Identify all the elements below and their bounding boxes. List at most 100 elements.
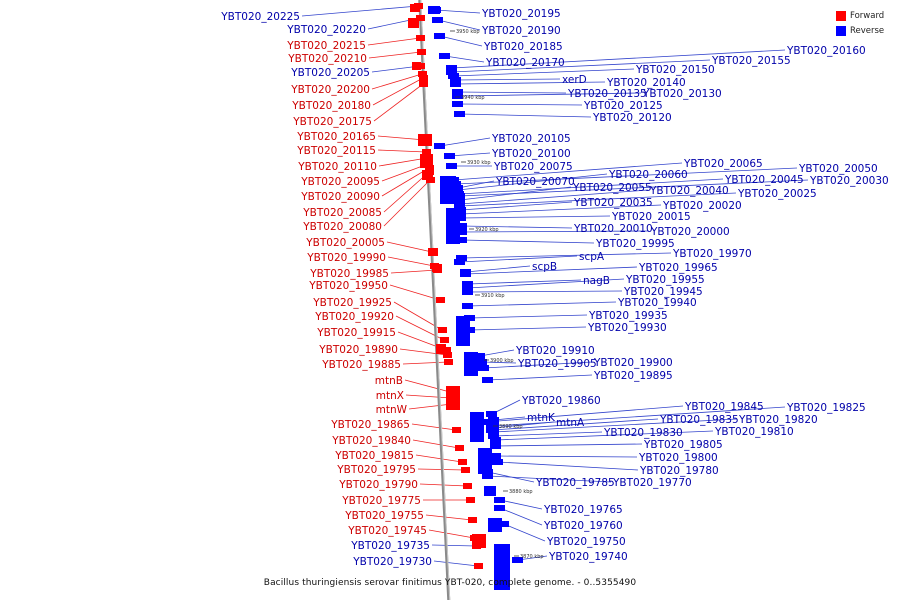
reverse-gene-label[interactable]: YBT020_19935 [588, 310, 668, 322]
reverse-gene-glyph[interactable] [446, 69, 457, 75]
reverse-gene-label[interactable]: YBT020_20040 [649, 185, 729, 197]
forward-gene-label[interactable]: YBT020_19990 [306, 252, 386, 264]
forward-gene-glyph[interactable] [418, 71, 427, 77]
forward-gene-label[interactable]: YBT020_19920 [314, 311, 394, 323]
reverse-gene-label[interactable]: YBT020_20025 [737, 188, 817, 200]
forward-gene-label[interactable]: YBT020_20115 [296, 145, 376, 157]
reverse-gene-label[interactable]: YBT020_19825 [786, 402, 866, 414]
reverse-gene-glyph[interactable] [478, 448, 492, 474]
reverse-gene-glyph[interactable] [432, 17, 443, 23]
forward-gene-glyph[interactable] [444, 359, 453, 365]
reverse-gene-label[interactable]: YBT020_20155 [711, 55, 791, 67]
reverse-gene-label[interactable]: YBT020_20105 [491, 133, 571, 145]
reverse-gene-glyph[interactable] [464, 352, 478, 376]
forward-gene-glyph[interactable] [463, 483, 472, 489]
forward-gene-label[interactable]: YBT020_20210 [287, 53, 367, 65]
forward-gene-label[interactable]: YBT020_20180 [291, 100, 371, 112]
forward-gene-label[interactable]: YBT020_20090 [300, 191, 380, 203]
reverse-gene-glyph[interactable] [488, 417, 499, 423]
reverse-gene-glyph[interactable] [494, 544, 510, 590]
reverse-gene-label[interactable]: YBT020_20075 [493, 161, 573, 173]
reverse-gene-glyph[interactable] [462, 303, 473, 309]
forward-gene-label[interactable]: YBT020_19950 [308, 280, 388, 292]
reverse-gene-label[interactable]: YBT020_20120 [592, 112, 672, 124]
reverse-gene-label[interactable]: YBT020_20060 [608, 169, 688, 181]
reverse-gene-label[interactable]: scpA [579, 251, 605, 263]
forward-gene-label[interactable]: YBT020_19985 [309, 268, 389, 280]
forward-gene-glyph[interactable] [417, 49, 426, 55]
forward-gene-label[interactable]: YBT020_20175 [292, 116, 372, 128]
reverse-gene-label[interactable]: YBT020_19830 [603, 427, 683, 439]
reverse-gene-label[interactable]: YBT020_19895 [593, 370, 673, 382]
reverse-gene-label[interactable]: YBT020_19905 [517, 358, 597, 370]
forward-gene-label[interactable]: YBT020_19840 [331, 435, 411, 447]
reverse-gene-label[interactable]: YBT020_20015 [611, 211, 691, 223]
reverse-gene-glyph[interactable] [444, 153, 455, 159]
reverse-gene-label[interactable]: YBT020_20000 [650, 226, 730, 238]
reverse-gene-label[interactable]: YBT020_19955 [625, 274, 705, 286]
reverse-gene-label[interactable]: YBT020_20185 [483, 41, 563, 53]
reverse-gene-glyph[interactable] [460, 271, 471, 277]
reverse-gene-glyph[interactable] [470, 412, 484, 442]
reverse-gene-glyph[interactable] [450, 81, 461, 87]
reverse-gene-label[interactable]: YBT020_19785 [535, 477, 615, 489]
forward-gene-glyph[interactable] [420, 154, 433, 168]
reverse-gene-glyph[interactable] [456, 237, 467, 243]
reverse-gene-label[interactable]: YBT020_20030 [809, 175, 889, 187]
reverse-gene-glyph[interactable] [488, 433, 499, 439]
reverse-gene-glyph[interactable] [476, 359, 487, 365]
reverse-gene-glyph[interactable] [492, 459, 503, 465]
forward-gene-label[interactable]: YBT020_20205 [290, 67, 370, 79]
reverse-gene-label[interactable]: mtnK [527, 412, 556, 424]
reverse-gene-glyph[interactable] [478, 365, 489, 371]
forward-gene-label[interactable]: YBT020_20215 [286, 40, 366, 52]
reverse-gene-label[interactable]: YBT020_19910 [515, 345, 595, 357]
reverse-gene-label[interactable]: YBT020_20150 [635, 64, 715, 76]
reverse-gene-glyph[interactable] [446, 208, 460, 244]
reverse-gene-glyph[interactable] [456, 255, 467, 261]
forward-gene-label[interactable]: YBT020_20005 [305, 237, 385, 249]
reverse-gene-label[interactable]: YBT020_20170 [485, 57, 565, 69]
forward-gene-glyph[interactable] [452, 427, 461, 433]
reverse-gene-label[interactable]: YBT020_19765 [543, 504, 623, 516]
reverse-gene-glyph[interactable] [454, 259, 465, 265]
reverse-gene-label[interactable]: YBT020_19760 [543, 520, 623, 532]
reverse-gene-glyph[interactable] [455, 215, 466, 221]
reverse-gene-glyph[interactable] [434, 143, 445, 149]
forward-gene-glyph[interactable] [446, 386, 460, 410]
reverse-gene-label[interactable]: YBT020_20130 [642, 88, 722, 100]
reverse-gene-label[interactable]: YBT020_19780 [639, 465, 719, 477]
reverse-gene-glyph[interactable] [454, 203, 465, 209]
forward-gene-glyph[interactable] [416, 35, 425, 41]
forward-gene-label[interactable]: YBT020_20220 [286, 24, 366, 36]
forward-gene-glyph[interactable] [419, 75, 428, 81]
reverse-gene-glyph[interactable] [462, 285, 473, 291]
reverse-gene-glyph[interactable] [454, 193, 465, 199]
reverse-gene-label[interactable]: YBT020_19930 [587, 322, 667, 334]
reverse-gene-label[interactable]: YBT020_19820 [738, 414, 818, 426]
reverse-gene-glyph[interactable] [455, 207, 466, 213]
reverse-gene-label[interactable]: YBT020_20135 [567, 88, 647, 100]
forward-gene-label[interactable]: mtnW [376, 404, 408, 416]
forward-gene-label[interactable]: YBT020_20095 [300, 176, 380, 188]
forward-gene-label[interactable]: YBT020_19925 [312, 297, 392, 309]
forward-gene-label[interactable]: YBT020_19755 [344, 510, 424, 522]
reverse-gene-label[interactable]: YBT020_20070 [495, 176, 575, 188]
forward-gene-glyph[interactable] [461, 467, 470, 473]
reverse-gene-glyph[interactable] [455, 211, 466, 217]
forward-gene-glyph[interactable] [422, 170, 433, 180]
reverse-gene-label[interactable]: YBT020_19845 [684, 401, 764, 413]
reverse-gene-glyph[interactable] [490, 453, 501, 459]
reverse-gene-glyph[interactable] [488, 518, 502, 532]
reverse-gene-glyph[interactable] [446, 163, 457, 169]
reverse-gene-glyph[interactable] [452, 93, 463, 99]
reverse-gene-label[interactable]: YBT020_20055 [572, 182, 652, 194]
reverse-gene-label[interactable]: YBT020_19945 [623, 286, 703, 298]
forward-gene-glyph[interactable] [468, 517, 477, 523]
forward-gene-glyph[interactable] [472, 534, 486, 548]
reverse-gene-glyph[interactable] [498, 521, 509, 527]
forward-gene-label[interactable]: YBT020_20085 [302, 207, 382, 219]
forward-gene-label[interactable]: mtnX [376, 390, 404, 402]
reverse-gene-glyph[interactable] [482, 473, 493, 479]
reverse-gene-label[interactable]: YBT020_20010 [573, 223, 653, 235]
